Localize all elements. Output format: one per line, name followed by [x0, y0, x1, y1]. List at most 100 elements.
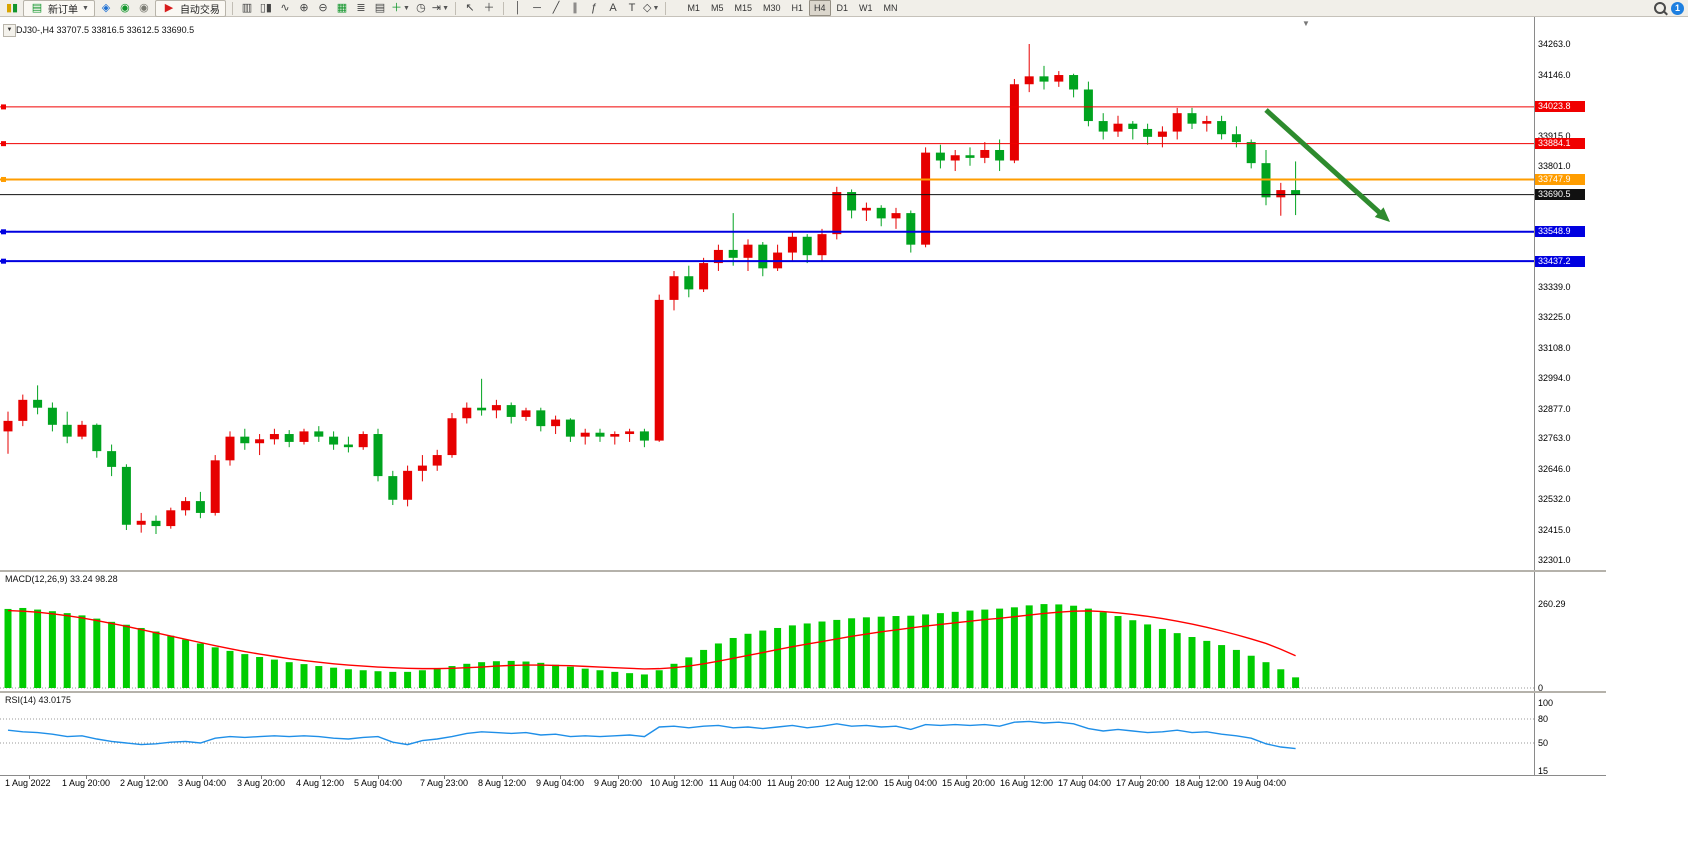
- horizontal-line-tool-icon[interactable]: ─: [533, 1, 541, 14]
- time-axis-tick: [1199, 775, 1200, 779]
- new-order-button[interactable]: ▤ 新订单 ▼: [23, 0, 95, 17]
- time-axis-label: 12 Aug 12:00: [825, 778, 879, 788]
- time-axis-tick: [791, 775, 792, 779]
- candlestick-mode-icon[interactable]: ▯▮: [259, 1, 272, 14]
- time-axis-label: 11 Aug 20:00: [767, 778, 820, 788]
- price-axis-label: 32646.0: [1538, 464, 1571, 475]
- text-tool-icon[interactable]: A: [609, 1, 617, 14]
- price-tag: 33884.1: [1535, 138, 1585, 150]
- trendline-tool-icon[interactable]: ╱: [552, 1, 560, 14]
- time-axis-tick: [502, 775, 503, 779]
- objects-list-icon[interactable]: ▤: [374, 1, 386, 14]
- time-axis-tick: [378, 775, 379, 779]
- time-axis-label: 17 Aug 20:00: [1116, 778, 1170, 788]
- splitter-main-macd[interactable]: [0, 570, 1606, 572]
- auto-trading-button[interactable]: ▶ 自动交易: [154, 0, 226, 17]
- price-axis-label: 34263.0: [1538, 39, 1571, 49]
- price-axis-label: 32877.0: [1538, 403, 1571, 414]
- time-axis-label: 15 Aug 20:00: [942, 778, 996, 788]
- time-axis-label: 5 Aug 04:00: [354, 778, 403, 788]
- timeframe-group: M1 M5 M15 M30 H1 H4 D1 W1 MN: [682, 0, 902, 16]
- price-axis-label: 32415.0: [1538, 525, 1571, 536]
- shapes-tool-icon[interactable]: ◇ ▼: [643, 1, 660, 14]
- cursor-icon[interactable]: ↖: [465, 1, 475, 14]
- chart-title: DJ30-,H4 33707.5 33816.5 33612.5 33690.5: [16, 25, 195, 35]
- crosshair-icon[interactable]: ＋: [483, 1, 495, 14]
- price-axis-border: [1534, 17, 1535, 775]
- chart-shift-icon[interactable]: ⇥ ▼: [431, 1, 450, 14]
- price-axis-label: 32532.0: [1538, 494, 1571, 505]
- time-axis-label: 15 Aug 04:00: [884, 778, 938, 788]
- rsi-scale-label: 50: [1538, 738, 1549, 748]
- chart-shift-marker[interactable]: ▼: [1302, 19, 1310, 28]
- one-click-trading-toggle[interactable]: ▼: [3, 24, 16, 37]
- tile-windows-icon[interactable]: ▦: [336, 1, 348, 14]
- rsi-name: RSI(14): [5, 695, 37, 705]
- time-axis-label: 3 Aug 04:00: [178, 778, 227, 788]
- label-tool-icon[interactable]: T: [628, 1, 636, 14]
- zoom-in-icon[interactable]: ⊕: [299, 1, 309, 14]
- time-axis-label: 9 Aug 04:00: [536, 778, 585, 788]
- timeframe-button-M1[interactable]: M1: [687, 3, 700, 13]
- time-axis-tick: [966, 775, 967, 779]
- timeframe-button-H1[interactable]: H1: [791, 3, 804, 13]
- chart-window-icon[interactable]: ▮ ▮: [5, 1, 19, 14]
- time-axis-label: 8 Aug 12:00: [478, 778, 527, 788]
- time-axis-tick: [202, 775, 203, 779]
- indicators-icon[interactable]: ≣: [356, 1, 366, 14]
- auto-trading-icon: ▶: [164, 1, 174, 14]
- toolbar-separator: [455, 1, 457, 15]
- time-axis-tick: [733, 775, 734, 779]
- time-axis-tick: [144, 775, 145, 779]
- price-tag: 33747.9: [1535, 173, 1585, 185]
- line-chart-mode-icon[interactable]: ∿: [280, 1, 290, 14]
- macd-histogram: [4, 604, 1300, 688]
- timeframe-button-MN[interactable]: MN: [883, 3, 898, 13]
- time-axis-label: 1 Aug 2022: [5, 778, 51, 788]
- price-axis-label: 32763.0: [1538, 433, 1571, 444]
- trend-arrow-annotation[interactable]: [1264, 108, 1390, 222]
- price-tag: 33437.2: [1535, 255, 1585, 267]
- splitter-macd-rsi[interactable]: [0, 691, 1606, 693]
- time-axis-label: 7 Aug 23:00: [420, 778, 469, 788]
- rsi-label: RSI(14) 43.0175: [5, 695, 71, 705]
- macd-label: MACD(12,26,9) 33.24 98.28: [5, 574, 118, 584]
- time-axis-label: 16 Aug 12:00: [1000, 778, 1054, 788]
- channel-tool-icon[interactable]: ∥: [572, 1, 578, 14]
- add-indicator-icon[interactable]: ＋ ▼: [390, 1, 410, 14]
- zoom-out-icon[interactable]: ⊖: [318, 1, 328, 14]
- rsi-line: [7, 720, 1296, 750]
- time-axis-label: 19 Aug 04:00: [1233, 778, 1287, 788]
- timeframe-button-D1[interactable]: D1: [836, 3, 849, 13]
- time-axis-tick: [86, 775, 87, 779]
- rsi-scale-label: 100: [1538, 698, 1554, 708]
- alerts-icon[interactable]: ◉: [139, 1, 149, 14]
- notification-badge[interactable]: 1: [1671, 1, 1684, 15]
- new-order-label: 新订单: [48, 4, 78, 16]
- toolbar-separator: [231, 1, 233, 15]
- expert-advisors-icon[interactable]: ◉: [120, 1, 130, 14]
- price-tag: 33548.9: [1535, 226, 1585, 238]
- navigator-icon[interactable]: ◈: [101, 1, 111, 14]
- price-axis-label: 32994.0: [1538, 372, 1571, 383]
- macd-name: MACD(12,26,9): [5, 574, 68, 584]
- time-axis-label: 9 Aug 20:00: [594, 778, 643, 788]
- time-axis-label: 10 Aug 12:00: [650, 778, 704, 788]
- search-icon[interactable]: [1652, 1, 1668, 16]
- timeframe-button-M15[interactable]: M15: [734, 3, 752, 13]
- new-order-icon: ▤: [31, 1, 43, 14]
- chart-canvas[interactable]: [0, 0, 1606, 790]
- period-clock-icon[interactable]: ◷: [416, 1, 426, 14]
- timeframe-button-H4[interactable]: H4: [809, 0, 831, 16]
- chevron-down-icon: ▼: [82, 4, 89, 12]
- timeframe-button-M5[interactable]: M5: [710, 3, 724, 13]
- time-axis-label: 1 Aug 20:00: [62, 778, 111, 788]
- horizontal-level-lines[interactable]: [0, 104, 1534, 264]
- bar-chart-mode-icon[interactable]: ▥: [241, 1, 253, 14]
- timeframe-button-M30[interactable]: M30: [762, 3, 781, 13]
- timeframe-button-W1[interactable]: W1: [859, 3, 873, 13]
- macd-values: 33.24 98.28: [70, 574, 118, 584]
- price-axis-label: 33108.0: [1538, 342, 1571, 353]
- vertical-line-tool-icon[interactable]: │: [514, 1, 522, 14]
- fibonacci-tool-icon[interactable]: ƒ: [590, 1, 598, 14]
